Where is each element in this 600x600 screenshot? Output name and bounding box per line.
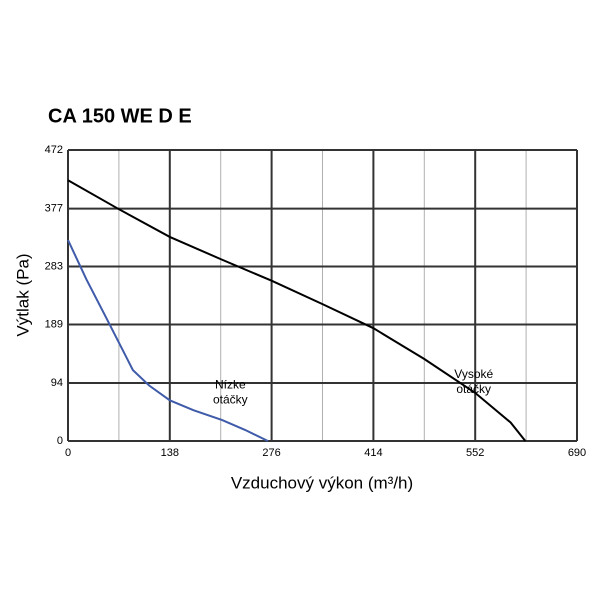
y-tick-label: 472 [45, 144, 63, 156]
y-tick-label: 377 [45, 202, 63, 214]
x-tick-label: 552 [466, 447, 484, 459]
y-tick-label: 283 [45, 260, 63, 272]
x-tick-label: 138 [161, 447, 179, 459]
x-tick-label: 0 [65, 447, 71, 459]
y-tick-label: 94 [51, 377, 63, 389]
annotation: otáčky [213, 393, 248, 407]
x-tick-label: 690 [568, 447, 586, 459]
chart-title: CA 150 WE D E [48, 105, 192, 127]
annotation: otáčky [456, 382, 491, 396]
line [67, 179, 527, 442]
x-axis-label: Vzduchový výkon (m³/h) [231, 473, 413, 492]
annotation: Nízke [215, 378, 246, 392]
y-axis-label: Výtlak (Pa) [13, 253, 32, 336]
x-tick-label: 276 [262, 447, 280, 459]
line [67, 239, 269, 442]
annotation: Vysoké [454, 367, 493, 381]
y-tick-label: 0 [57, 435, 63, 447]
y-tick-label: 189 [45, 318, 63, 330]
x-tick-label: 414 [364, 447, 382, 459]
